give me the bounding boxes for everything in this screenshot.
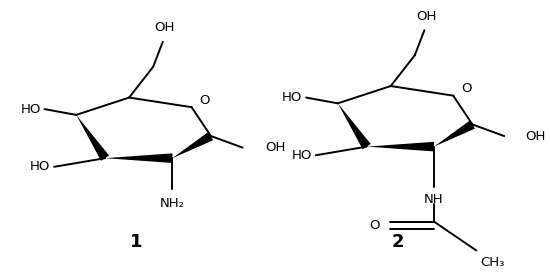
Polygon shape <box>367 142 434 152</box>
Polygon shape <box>76 115 109 161</box>
Text: OH: OH <box>525 129 546 143</box>
Text: OH: OH <box>266 141 286 154</box>
Text: HO: HO <box>282 91 303 104</box>
Text: O: O <box>461 82 471 95</box>
Text: CH₃: CH₃ <box>480 256 504 269</box>
Polygon shape <box>434 120 475 147</box>
Text: 1: 1 <box>130 233 142 251</box>
Text: NH₂: NH₂ <box>160 197 185 210</box>
Text: NH: NH <box>424 193 444 206</box>
Polygon shape <box>105 153 172 163</box>
Text: HO: HO <box>30 160 50 173</box>
Polygon shape <box>172 132 213 158</box>
Text: O: O <box>370 219 380 232</box>
Text: OH: OH <box>416 10 437 23</box>
Text: O: O <box>199 94 210 107</box>
Text: HO: HO <box>292 149 312 162</box>
Text: HO: HO <box>20 103 41 116</box>
Text: OH: OH <box>155 21 175 34</box>
Text: 2: 2 <box>391 233 404 251</box>
Polygon shape <box>338 103 371 149</box>
